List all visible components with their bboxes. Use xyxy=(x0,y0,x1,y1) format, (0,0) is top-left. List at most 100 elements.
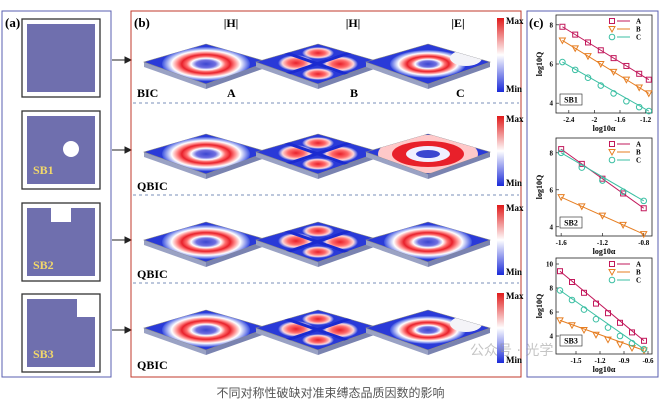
data-point xyxy=(556,317,564,325)
x-tick-label: -1.2 xyxy=(594,357,606,365)
mode-label-a: A xyxy=(227,86,236,100)
data-point xyxy=(558,37,567,45)
y-tick-label: 8 xyxy=(550,149,554,157)
data-point xyxy=(608,26,616,34)
data-point xyxy=(597,82,605,89)
data-point xyxy=(572,31,579,38)
x-tick-label: -0.9 xyxy=(618,357,630,365)
x-axis-label: log10α xyxy=(593,365,616,374)
chart-tag-text: SB2 xyxy=(564,219,578,228)
x-tick-label: -1.5 xyxy=(570,357,582,365)
data-point xyxy=(639,231,648,239)
fit-line-c xyxy=(559,289,645,350)
x-tick-label: -1.6 xyxy=(614,116,626,124)
field-map-r4-c3 xyxy=(365,309,491,355)
data-point xyxy=(645,76,652,83)
col-header-1: |H| xyxy=(224,16,239,30)
data-point xyxy=(617,319,623,326)
colorbar-min-4: Min xyxy=(506,355,522,365)
row-label-bic: BIC xyxy=(137,86,158,100)
x-tick-label: -0.6 xyxy=(642,357,654,365)
data-point xyxy=(608,156,616,164)
panel-c-label: (c) xyxy=(529,15,543,30)
data-point xyxy=(556,287,564,294)
y-tick-label: 8 xyxy=(550,285,554,293)
figure: (a) SB1 SB2 SB3 (b) |H| |H| |E| Max xyxy=(1,10,659,378)
legend-c: C xyxy=(636,277,641,285)
structure-plain xyxy=(21,18,101,98)
data-point xyxy=(628,345,636,353)
legend-a: A xyxy=(636,141,641,149)
data-point xyxy=(608,33,616,41)
data-point xyxy=(597,47,604,54)
fit-line-a xyxy=(562,26,650,81)
y-tick-label: 6 xyxy=(550,61,554,69)
chart-sb2: -1.6 -1.2 -0.8 4 6 8 log10α log10Q SB2 ABC xyxy=(535,137,653,256)
data-point xyxy=(610,55,617,62)
field-map-r1-c2 xyxy=(255,43,381,89)
data-point xyxy=(609,68,618,76)
data-point xyxy=(584,53,592,61)
x-axis-label: log10α xyxy=(593,247,616,256)
data-point xyxy=(568,322,576,330)
row-label-qbic-3: QBIC xyxy=(137,358,168,372)
data-point xyxy=(641,337,647,344)
y-tick-label: 4 xyxy=(550,100,554,108)
structure-label-sb1: SB1 xyxy=(33,163,54,177)
data-point xyxy=(559,23,566,30)
data-point xyxy=(623,97,630,105)
y-tick-label: 10 xyxy=(546,261,554,269)
data-point xyxy=(578,164,586,171)
legend-c: C xyxy=(636,157,641,165)
chart-sb3: -1.5 -1.2 -0.9 -0.6 4 6 8 10 log10α log10Q SB3 ABC xyxy=(535,257,654,374)
data-point xyxy=(581,289,587,296)
data-point xyxy=(557,194,566,202)
data-point xyxy=(640,345,648,353)
y-tick-label: 4 xyxy=(550,223,554,231)
data-point xyxy=(580,327,588,335)
data-point xyxy=(557,268,563,275)
chart-tag-text: SB1 xyxy=(564,96,578,105)
colorbar-max-2: Max xyxy=(506,114,524,124)
structure-sb1: SB1 xyxy=(21,110,101,190)
data-point xyxy=(558,146,565,153)
sb2-notch xyxy=(51,208,71,222)
chart-tag: SB1 xyxy=(559,93,583,106)
data-point xyxy=(608,149,616,157)
legend-a: A xyxy=(636,18,641,26)
fit-line-a xyxy=(560,148,645,209)
data-point xyxy=(609,261,615,267)
legend: ABC xyxy=(608,141,641,165)
panel-c-frame xyxy=(526,10,659,378)
data-point xyxy=(609,18,615,24)
x-tick-label: -2 xyxy=(591,116,597,124)
field-maps xyxy=(143,43,491,355)
data-point xyxy=(610,90,617,97)
panel-b-label: (b) xyxy=(134,15,150,30)
chart-tag: SB2 xyxy=(559,216,583,229)
data-point xyxy=(559,58,566,66)
data-point xyxy=(645,107,653,115)
data-point xyxy=(640,197,648,205)
data-point xyxy=(585,39,591,46)
data-point xyxy=(568,296,576,304)
data-point xyxy=(623,62,630,69)
colorbar-min-2: Min xyxy=(506,178,522,188)
colorbar-min-3: Min xyxy=(506,267,522,277)
row-dividers xyxy=(133,102,519,284)
field-map-r1-c1 xyxy=(143,43,269,89)
q-factor-charts: -2.4 -2 -1.6 -1.2468log10αlog10QSB1ABC-1.6-… xyxy=(535,14,654,374)
colorbars: Max Min Max Min Max Min Max Min xyxy=(497,16,524,365)
colorbar-4 xyxy=(497,293,504,363)
sb1-hole xyxy=(63,141,79,157)
data-point xyxy=(598,212,607,220)
structure-sb3: SB3 xyxy=(21,293,101,373)
x-tick-label: -2.4 xyxy=(563,116,575,124)
watermark: 公众号 · 光学 xyxy=(470,343,554,359)
y-axis-label: log10Q xyxy=(535,175,544,199)
y-tick-label: 6 xyxy=(550,309,554,317)
data-point xyxy=(619,188,627,195)
data-point xyxy=(584,74,592,82)
data-point xyxy=(605,310,611,317)
mode-label-c: C xyxy=(456,86,465,100)
